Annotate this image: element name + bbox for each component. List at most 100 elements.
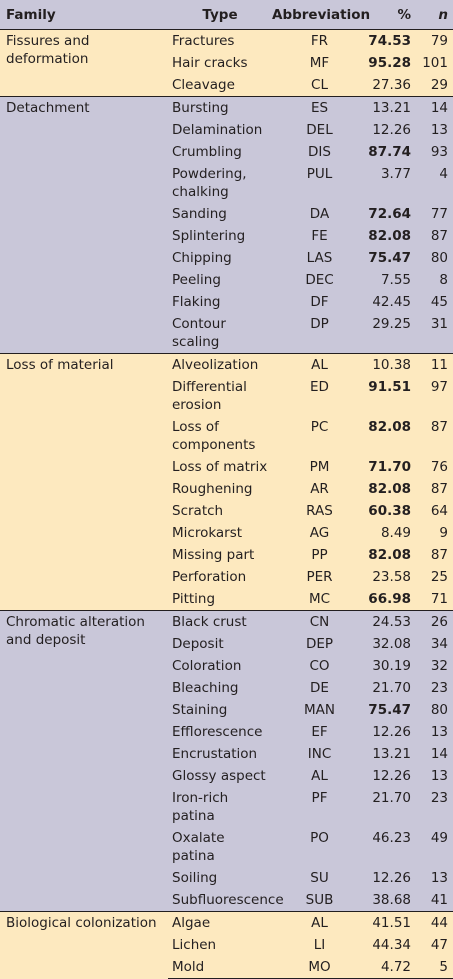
count-cell: 80	[430, 702, 448, 718]
type-cell: Delamination	[172, 122, 263, 138]
abbreviation-cell: PM	[309, 459, 330, 475]
family-group: Chromatic alteration and deposit Black cr…	[0, 610, 453, 912]
table-row: Flaking DF 42.45 45	[0, 291, 453, 313]
percent-cell: 74.53	[367, 29, 417, 52]
count-cell: 4	[439, 166, 448, 182]
table-row: Scratch RAS 60.38 64	[0, 500, 453, 522]
abbreviation-cell: RAS	[306, 503, 333, 519]
percent-cell: 38.68	[372, 892, 411, 908]
count-cell: 47	[430, 937, 448, 953]
table-row: Iron-rich patina PF 21.70 23	[0, 787, 453, 827]
type-cell: Oxalate patina	[172, 830, 225, 864]
table-row: Delamination DEL 12.26 13	[0, 119, 453, 141]
count-cell: 97	[430, 379, 448, 395]
count-cell: 93	[430, 144, 448, 160]
type-cell: Peeling	[172, 272, 221, 288]
type-cell: Powdering, chalking	[172, 166, 247, 200]
table-row: Encrustation INC 13.21 14	[0, 743, 453, 765]
type-cell: Perforation	[172, 569, 247, 585]
percent-cell: 95.28	[368, 55, 411, 71]
table-row: Differential erosion ED 91.51 97	[0, 376, 453, 416]
count-cell: 71	[430, 591, 448, 607]
count-cell: 13	[430, 724, 448, 740]
type-cell: Crumbling	[172, 144, 242, 160]
percent-cell: 12.26	[372, 870, 411, 886]
percent-cell: 27.36	[372, 77, 411, 93]
type-cell: Pitting	[172, 591, 216, 607]
table-row: Sanding DA 72.64 77	[0, 203, 453, 225]
abbreviation-cell: AL	[272, 911, 367, 934]
table-row: Efflorescence EF 12.26 13	[0, 721, 453, 743]
table-row: Oxalate patina PO 46.23 49	[0, 827, 453, 867]
family-cell: Biological colonization	[0, 911, 168, 979]
table-row: Chipping LAS 75.47 80	[0, 247, 453, 269]
abbreviation-cell: DEP	[305, 636, 334, 652]
abbreviation-cell: PO	[310, 830, 329, 846]
count-cell: 87	[430, 228, 448, 244]
type-cell: Sanding	[172, 206, 227, 222]
type-cell: Microkarst	[172, 525, 243, 541]
abbreviation-cell: PP	[311, 547, 328, 563]
table-row: Staining MAN 75.47 80	[0, 699, 453, 721]
count-cell: 77	[430, 206, 448, 222]
abbreviation-cell: LI	[313, 937, 326, 953]
percent-cell: 46.23	[372, 830, 411, 846]
count-cell: 49	[430, 830, 448, 846]
percent-cell: 29.25	[372, 316, 411, 332]
abbreviation-cell: FE	[311, 228, 328, 244]
abbreviation-cell: DE	[310, 680, 329, 696]
table-row: Powdering, chalking PUL 3.77 4	[0, 163, 453, 203]
type-cell: Scratch	[172, 503, 224, 519]
count-cell: 87	[430, 419, 448, 435]
table-row: Loss of components PC 82.08 87	[0, 416, 453, 456]
percent-cell: 91.51	[368, 379, 411, 395]
percent-cell: 87.74	[368, 144, 411, 160]
header-percent: %	[367, 0, 417, 30]
abbreviation-cell: MF	[309, 55, 330, 71]
percent-cell: 24.53	[367, 610, 417, 633]
table-row: Cleavage CL 27.36 29	[0, 74, 453, 97]
table-row: Missing part PP 82.08 87	[0, 544, 453, 566]
abbreviation-cell: LAS	[306, 250, 333, 266]
percent-cell: 72.64	[368, 206, 411, 222]
abbreviation-cell: PF	[311, 790, 328, 806]
header-family: Family	[0, 0, 168, 30]
count-cell: 76	[430, 459, 448, 475]
table-header: Family Type Abbreviation % n	[0, 0, 453, 30]
type-cell: Iron-rich patina	[172, 790, 229, 824]
percent-cell: 82.08	[368, 481, 411, 497]
abbreviation-cell: FR	[272, 29, 367, 52]
count-cell: 13	[430, 870, 448, 886]
type-cell: Bursting	[168, 96, 272, 119]
family-group: Biological colonization Algae AL 41.51 44 Lic…	[0, 911, 453, 979]
abbreviation-cell: DA	[309, 206, 330, 222]
table-row: Perforation PER 23.58 25	[0, 566, 453, 588]
abbreviation-cell: ED	[310, 379, 329, 395]
table-row: Subfluorescence SUB 38.68 41	[0, 889, 453, 912]
abbreviation-cell: CO	[309, 658, 330, 674]
count-cell: 41	[430, 892, 448, 908]
count-cell: 23	[430, 680, 448, 696]
count-cell: 9	[439, 525, 448, 541]
percent-cell: 60.38	[368, 503, 411, 519]
family-group: Loss of material Alveolization AL 10.38 11 Di…	[0, 353, 453, 611]
type-cell: Lichen	[172, 937, 217, 953]
abbreviation-cell: PUL	[306, 166, 333, 182]
count-cell: 29	[430, 77, 448, 93]
table-row: Microkarst AG 8.49 9	[0, 522, 453, 544]
count-cell: 80	[430, 250, 448, 266]
family-cell: Loss of material	[0, 353, 168, 611]
type-cell: Alveolization	[168, 353, 272, 376]
type-cell: Flaking	[172, 294, 221, 310]
table-row: Soiling SU 12.26 13	[0, 867, 453, 889]
percent-cell: 42.45	[372, 294, 411, 310]
percent-cell: 13.21	[372, 746, 411, 762]
percent-cell: 21.70	[372, 790, 411, 806]
type-cell: Staining	[172, 702, 228, 718]
table-row: Contour scaling DP 29.25 31	[0, 313, 453, 354]
count-cell: 44	[417, 911, 453, 934]
type-cell: Differential erosion	[172, 379, 247, 413]
type-cell: Missing part	[172, 547, 255, 563]
percent-cell: 75.47	[368, 702, 411, 718]
abbreviation-cell: AG	[309, 525, 330, 541]
